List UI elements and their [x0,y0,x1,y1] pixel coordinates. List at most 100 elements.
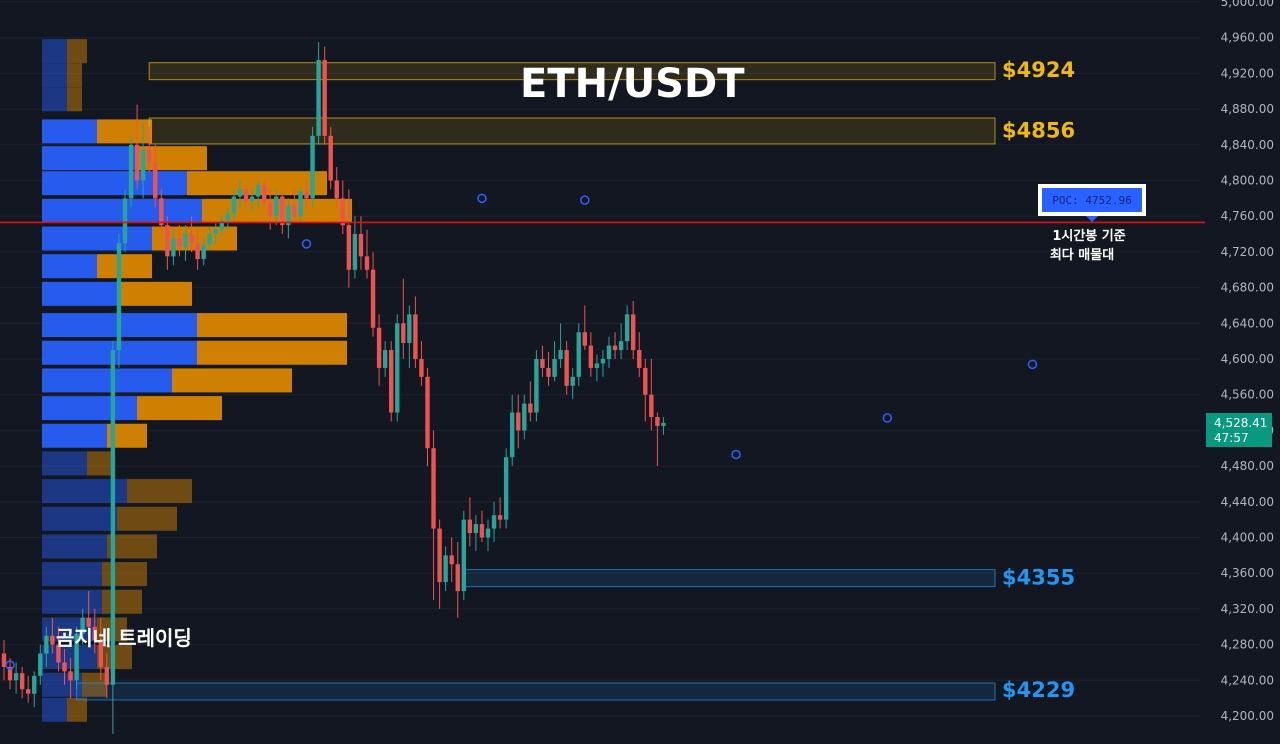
candle-body [298,191,303,217]
volume-profile-buy-bar [42,226,152,251]
candle-body [104,666,110,685]
poc-pointer [1086,216,1098,222]
candle-body [147,149,152,163]
volume-profile-buy-bar [42,39,67,64]
marker-series [5,193,1038,670]
current-price-bg [1206,413,1272,447]
price-level-label: $4355 [1002,566,1075,590]
volume-profile-buy-bar [42,63,67,88]
volume-profile-buy-bar [42,506,117,531]
volume-profile-sell-bar [97,254,152,279]
signal-marker [301,239,312,249]
candle-body [165,225,170,257]
candle-body [340,198,345,226]
y-tick-label: 4,920.00 [1221,66,1274,80]
poc-box [1042,188,1142,212]
candle-body [243,189,249,202]
y-tick-label: 4,960.00 [1221,31,1274,45]
price-zone [76,682,996,701]
candle-body [7,666,13,681]
volume-profile-sell-bar [97,119,152,144]
candle-body [443,555,448,583]
candle-body [467,519,473,534]
candle-body [334,180,339,199]
candle-body [637,350,642,368]
candle-body [413,314,418,359]
candle-body [407,314,412,343]
candle-body [540,359,545,368]
y-tick-label: 4,600.00 [1221,352,1274,366]
volume-profile-sell-bar [117,281,192,306]
candle-body [479,524,485,538]
y-tick-label: 4,360.00 [1221,566,1274,580]
price-level-label: $4924 [1002,58,1075,82]
volume-profile-sell-bar [172,368,292,393]
chart-title: ETH/USDT [520,61,745,107]
candle-body [497,515,503,520]
candle-body [159,198,164,226]
current-price-value: 4,528.41 [1214,416,1267,430]
y-tick-label: 4,760.00 [1221,209,1274,223]
volume-profile-buy-bar [42,589,102,614]
candle-body [62,662,67,672]
candle-body [19,673,25,690]
candle-body [649,394,654,418]
volume-profile-buy-bar [42,281,117,306]
candle-body [425,376,430,449]
price-level-label: $4229 [1002,678,1075,702]
candle-body [437,528,442,583]
candle-body [395,323,400,413]
candle-body [389,350,394,413]
candle-body [50,635,55,645]
signal-marker [5,660,15,670]
candle-body [249,196,255,202]
candle-body [134,144,140,181]
volume-profile-sell-bar [137,396,222,421]
y-tick-label: 4,440.00 [1221,495,1274,509]
volume-profile-buy-bar [42,396,137,421]
volume-profile-sell-bar [197,313,347,338]
volume-profile-sell-bar [197,340,347,365]
candle-body [128,144,134,199]
y-tick-label: 4,840.00 [1221,138,1274,152]
candle-body [56,644,61,663]
candle-body [473,524,479,534]
volume-profile-buy-bar [42,254,97,279]
signal-marker [731,449,741,460]
candle-body [274,196,279,217]
y-tick-label: 4,800.00 [1221,174,1274,188]
candle-body [310,135,315,199]
candle-body [503,457,509,520]
candle-body [643,367,648,395]
y-tick-label: 4,200.00 [1221,709,1274,723]
candle-body [304,191,309,199]
candle-body [122,198,128,243]
candle-body [32,675,37,694]
candle-body [552,359,557,377]
candle-body [358,234,364,257]
candle-body [195,242,200,260]
volume-profile-buy-bar [42,451,87,476]
volume-profile-buy-bar [42,171,187,196]
candle-body [576,332,581,377]
price-axis[interactable]: 4,200.00 4,240.00 4,280.00 4,320.00 4,360.00… [1221,0,1274,723]
signal-marker [477,193,487,204]
candle-body [618,341,624,351]
candle-body [655,417,660,426]
volume-profile-sell-bar [67,39,87,64]
candle-body [219,220,224,230]
current-price-tag: 4,528.41 47:57 [1206,413,1272,447]
candle-body [225,213,231,221]
volume-profile-buy-bar [42,562,102,587]
candle-body [376,327,382,368]
candle-body [68,671,73,681]
volume-profile-buy-bar [42,198,202,223]
candle-body [183,234,188,248]
candle-body [213,229,218,235]
candle-body [582,332,587,346]
poc-note-line2: 최다 매물대 [1050,247,1114,263]
poc-note-line1: 1시간봉 기준 [1052,228,1125,244]
volume-profile-buy-bar [42,697,67,722]
candle-body [140,149,146,181]
